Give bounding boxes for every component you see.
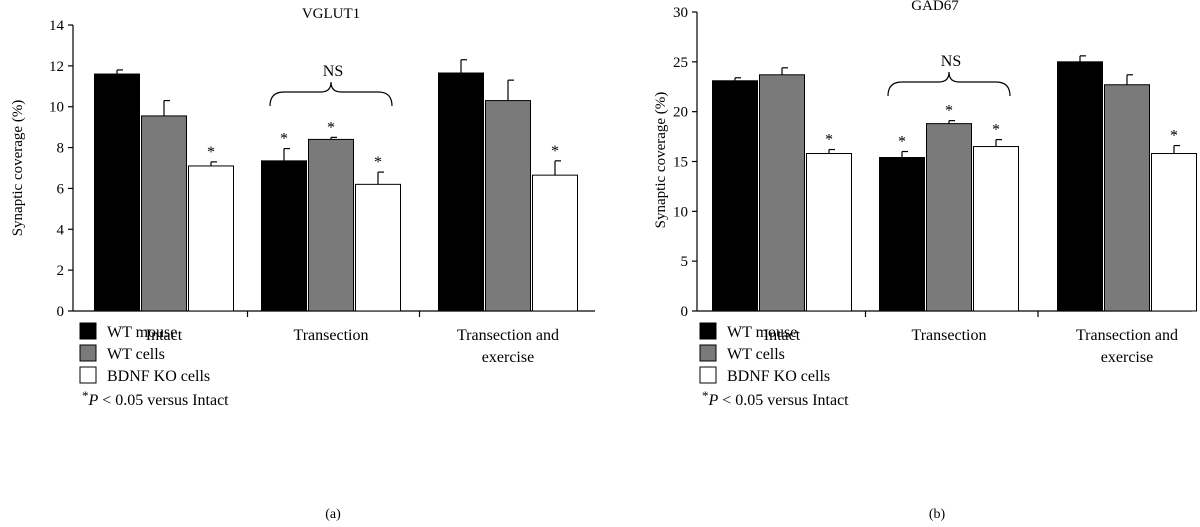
bar <box>712 80 758 312</box>
note-p: P <box>708 392 719 409</box>
y-tick-label: 0 <box>57 304 65 320</box>
x-tick-label: Transection and <box>1076 327 1178 344</box>
y-tick-label: 14 <box>49 18 65 34</box>
significance-star: * <box>374 154 382 171</box>
significance-star: * <box>945 103 953 120</box>
ns-label: NS <box>323 63 343 80</box>
legend-swatch <box>79 322 97 340</box>
significance-star: * <box>898 134 906 151</box>
bar <box>1104 84 1150 312</box>
bar <box>438 72 484 312</box>
significance-star: * <box>1170 128 1178 145</box>
x-tick-label: Intact <box>764 327 801 344</box>
bar <box>926 123 972 312</box>
bar <box>308 138 354 312</box>
y-tick-label: 20 <box>673 105 688 121</box>
significance-star: * <box>327 119 335 136</box>
y-tick-label: 10 <box>49 100 64 116</box>
note-rest: < 0.05 versus Intact <box>718 392 849 409</box>
y-tick-label: 12 <box>49 59 64 75</box>
bar <box>973 146 1019 312</box>
significance-note: *P < 0.05 versus Intact <box>702 388 849 409</box>
legend-swatch <box>79 366 97 384</box>
ns-label: NS <box>941 53 961 70</box>
x-tick-label: exercise <box>482 349 534 366</box>
legend-swatch <box>79 344 97 362</box>
y-axis-label: Synaptic coverage (%) <box>10 100 26 237</box>
bar <box>879 157 925 312</box>
y-tick-label: 8 <box>57 141 65 157</box>
note-p: P <box>88 392 99 409</box>
bar <box>141 115 187 312</box>
note-star: * <box>82 388 89 403</box>
ns-brace <box>269 81 393 107</box>
x-tick-label: Intact <box>146 327 183 344</box>
legend-swatch <box>699 322 717 340</box>
legend-label: WT cells <box>107 346 165 363</box>
significance-star: * <box>992 122 1000 139</box>
x-tick-label: Transection and <box>457 327 559 344</box>
x-tick-label: Transection <box>912 327 987 344</box>
y-tick-label: 30 <box>673 5 688 21</box>
legend-label: WT mouse <box>107 324 177 341</box>
significance-note: *P < 0.05 versus Intact <box>82 388 229 409</box>
y-tick-label: 0 <box>681 304 689 320</box>
bar <box>759 74 805 312</box>
bar <box>532 174 578 312</box>
y-tick-label: 25 <box>673 55 688 71</box>
y-tick-label: 6 <box>57 181 65 197</box>
chart-title: VGLUT1 <box>302 6 360 22</box>
panel-label: (a) <box>325 507 341 522</box>
significance-star: * <box>825 132 833 149</box>
y-tick-label: 10 <box>673 204 688 220</box>
legend-swatch <box>699 366 717 384</box>
ns-brace <box>887 71 1011 97</box>
legend-swatch <box>699 344 717 362</box>
y-tick-label: 4 <box>57 222 65 238</box>
note-rest: < 0.05 versus Intact <box>98 392 229 409</box>
bar <box>1057 61 1103 312</box>
x-tick-label: exercise <box>1101 349 1153 366</box>
y-tick-label: 5 <box>681 254 689 270</box>
chart-title: GAD67 <box>911 0 959 14</box>
bar <box>1151 153 1197 312</box>
bar <box>261 160 307 312</box>
bar <box>94 73 140 312</box>
chart-panel-a: VGLUT1 Synaptic coverage (%) 0 2 4 6 8 10 12 14 * I… <box>10 6 595 522</box>
legend-label: BDNF KO cells <box>107 368 210 385</box>
significance-star: * <box>207 144 215 161</box>
chart-panel-b: GAD67 Synaptic coverage (%) 0 5 10 15 20 25 30 * I… <box>653 0 1197 522</box>
bar <box>806 153 852 312</box>
significance-star: * <box>551 143 559 160</box>
legend-label: WT mouse <box>727 324 797 341</box>
bar <box>485 100 531 312</box>
y-tick-label: 15 <box>673 155 688 171</box>
x-tick-label: Transection <box>294 327 369 344</box>
note-star: * <box>702 388 709 403</box>
y-tick-label: 2 <box>57 263 65 279</box>
legend-label: WT cells <box>727 346 785 363</box>
panel-label: (b) <box>929 507 946 522</box>
y-axis-label: Synaptic coverage (%) <box>653 92 669 229</box>
bar <box>355 183 401 312</box>
significance-star: * <box>280 131 288 148</box>
legend-label: BDNF KO cells <box>727 368 830 385</box>
bar <box>188 165 234 312</box>
